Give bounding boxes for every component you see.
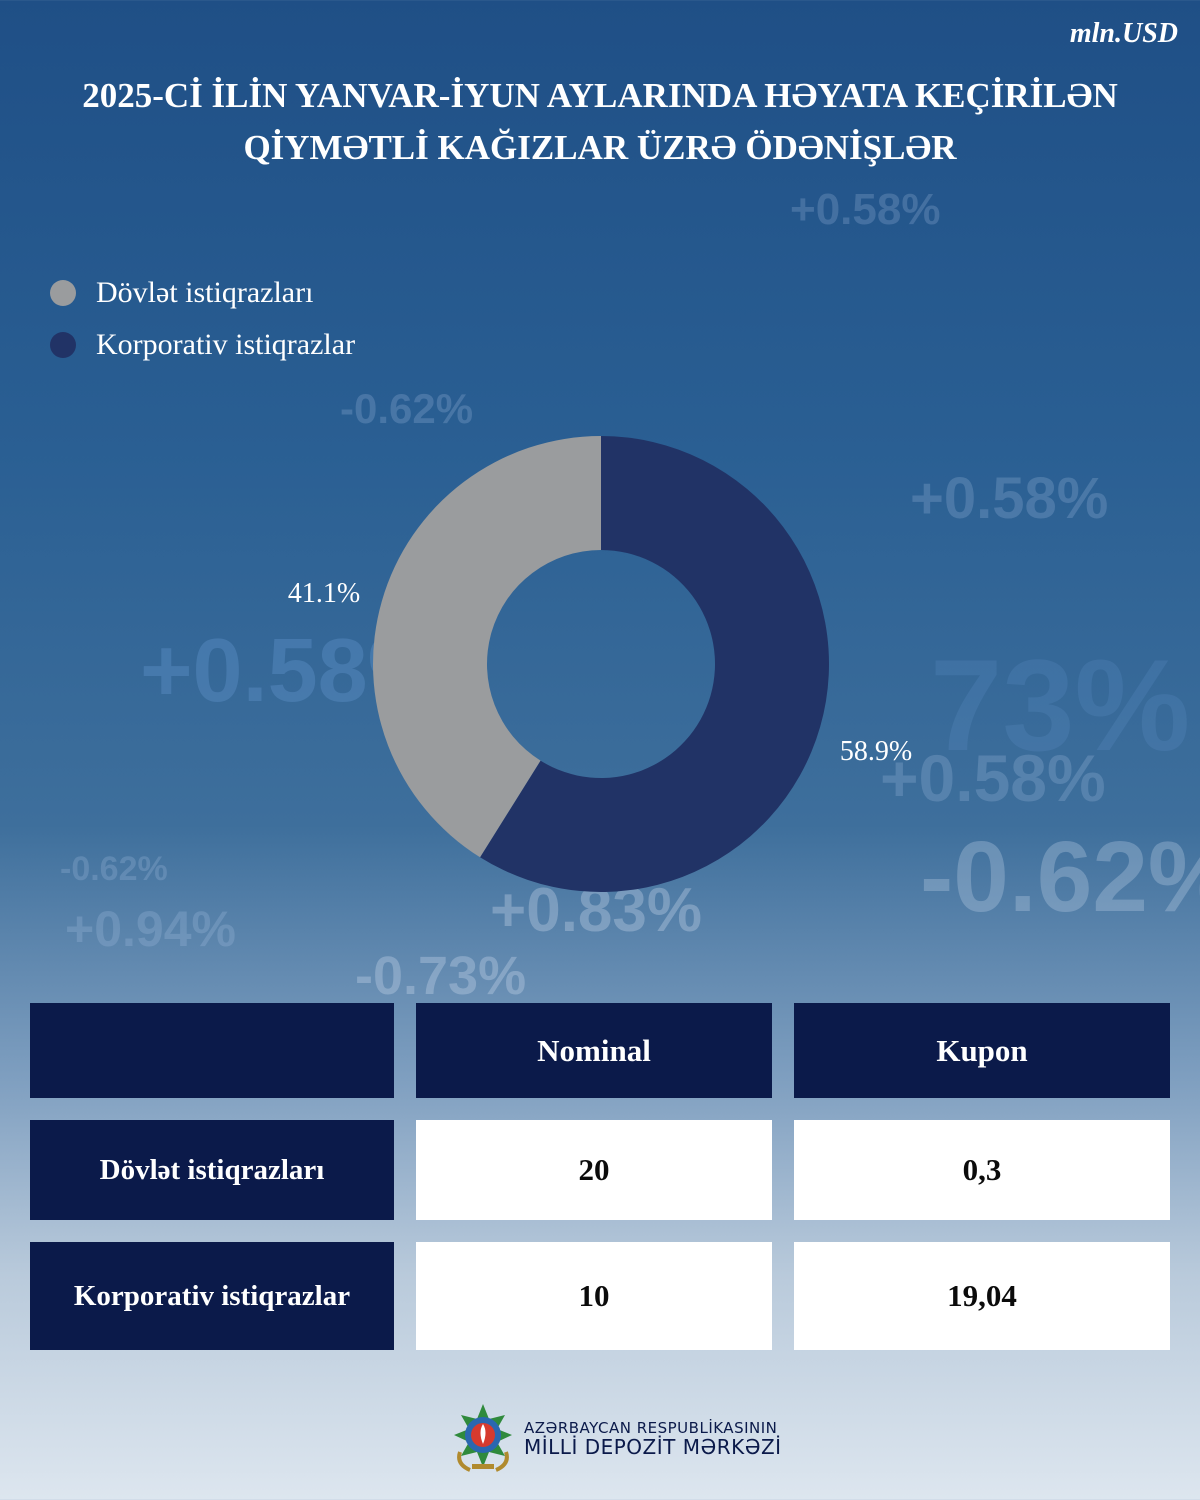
data-label-dovlet: 41.1%	[288, 578, 360, 609]
background-decoration: -0.62%	[60, 850, 168, 888]
legend-item-korporativ: Korporativ istiqrazlar	[50, 320, 355, 370]
azerbaijan-emblem-icon	[454, 1404, 512, 1472]
table-header-kupon: Kupon	[794, 1003, 1170, 1098]
background-decoration: +0.94%	[65, 901, 236, 957]
slice-dovlet	[373, 436, 601, 858]
footer-text: AZƏRBAYCAN RESPUBLİKASININ MİLLİ DEPOZİT…	[524, 1419, 782, 1457]
background-decoration: -0.62%	[340, 385, 474, 432]
page-title: 2025-Cİ İLİN YANVAR-İYUN AYLARINDA HƏYAT…	[0, 70, 1200, 174]
legend-label-korporativ: Korporativ istiqrazlar	[96, 328, 356, 361]
background-decoration: -0.73%	[355, 946, 527, 1006]
title-line-2: QİYMƏTLİ KAĞIZLAR ÜZRƏ ÖDƏNİŞLƏR	[243, 128, 957, 167]
donut-chart: 41.1% 58.9%	[288, 436, 912, 892]
background-decoration: +0.58%	[910, 466, 1109, 531]
legend-label-dovlet: Dövlət istiqrazları	[96, 276, 314, 309]
table-header-empty	[30, 1003, 394, 1098]
legend-swatch-korporativ	[50, 332, 76, 358]
table-cell-dovlet-nominal: 20	[416, 1120, 772, 1220]
chart-legend: Dövlət istiqrazları Korporativ istiqrazl…	[50, 268, 355, 372]
table-row-label-dovlet: Dövlət istiqrazları	[30, 1120, 394, 1220]
background-decoration: -0.62%	[920, 821, 1200, 933]
background-decoration: +0.58%	[880, 741, 1106, 815]
table-header-nominal: Nominal	[416, 1003, 772, 1098]
footer-logo: AZƏRBAYCAN RESPUBLİKASININ MİLLİ DEPOZİT…	[450, 1402, 782, 1474]
legend-item-dovlet: Dövlət istiqrazları	[50, 268, 355, 318]
table-cell-korporativ-kupon: 19,04	[794, 1242, 1170, 1350]
table-cell-korporativ-nominal: 10	[416, 1242, 772, 1350]
unit-label: mln.USD	[1069, 18, 1178, 49]
data-label-korporativ: 58.9%	[840, 736, 912, 767]
table-row-label-korporativ: Korporativ istiqrazlar	[30, 1242, 394, 1350]
slice-korporativ	[480, 436, 829, 892]
footer-line-2: MİLLİ DEPOZİT MƏRKƏZİ	[524, 1435, 782, 1459]
footer-line-1: AZƏRBAYCAN RESPUBLİKASININ	[524, 1419, 778, 1437]
background-decoration: +0.58%	[790, 185, 941, 234]
table-cell-dovlet-kupon: 0,3	[794, 1120, 1170, 1220]
title-line-1: 2025-Cİ İLİN YANVAR-İYUN AYLARINDA HƏYAT…	[82, 76, 1118, 115]
background-decoration: 73%	[930, 632, 1191, 778]
legend-swatch-dovlet	[50, 280, 76, 306]
